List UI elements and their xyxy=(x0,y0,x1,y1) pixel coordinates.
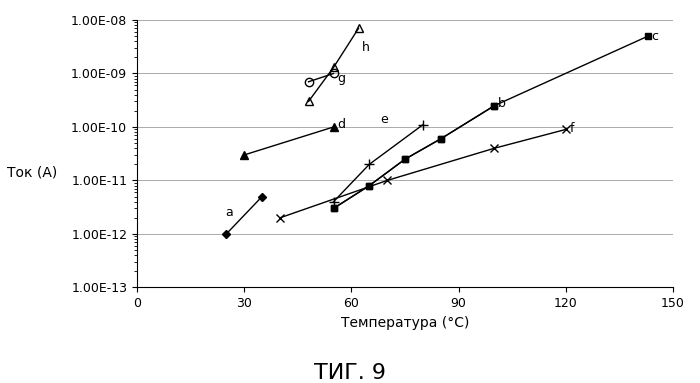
Text: ΤИГ. 9: ΤИГ. 9 xyxy=(314,363,386,383)
Text: e: e xyxy=(380,113,388,126)
Text: c: c xyxy=(652,29,659,43)
Text: Ток (А): Ток (А) xyxy=(7,165,57,179)
Text: g: g xyxy=(337,72,345,85)
Text: a: a xyxy=(225,206,234,219)
Text: f: f xyxy=(569,122,574,135)
Text: b: b xyxy=(498,97,506,110)
Text: h: h xyxy=(362,41,370,54)
Text: d: d xyxy=(337,118,345,131)
X-axis label: Температура (°C): Температура (°C) xyxy=(341,316,469,330)
